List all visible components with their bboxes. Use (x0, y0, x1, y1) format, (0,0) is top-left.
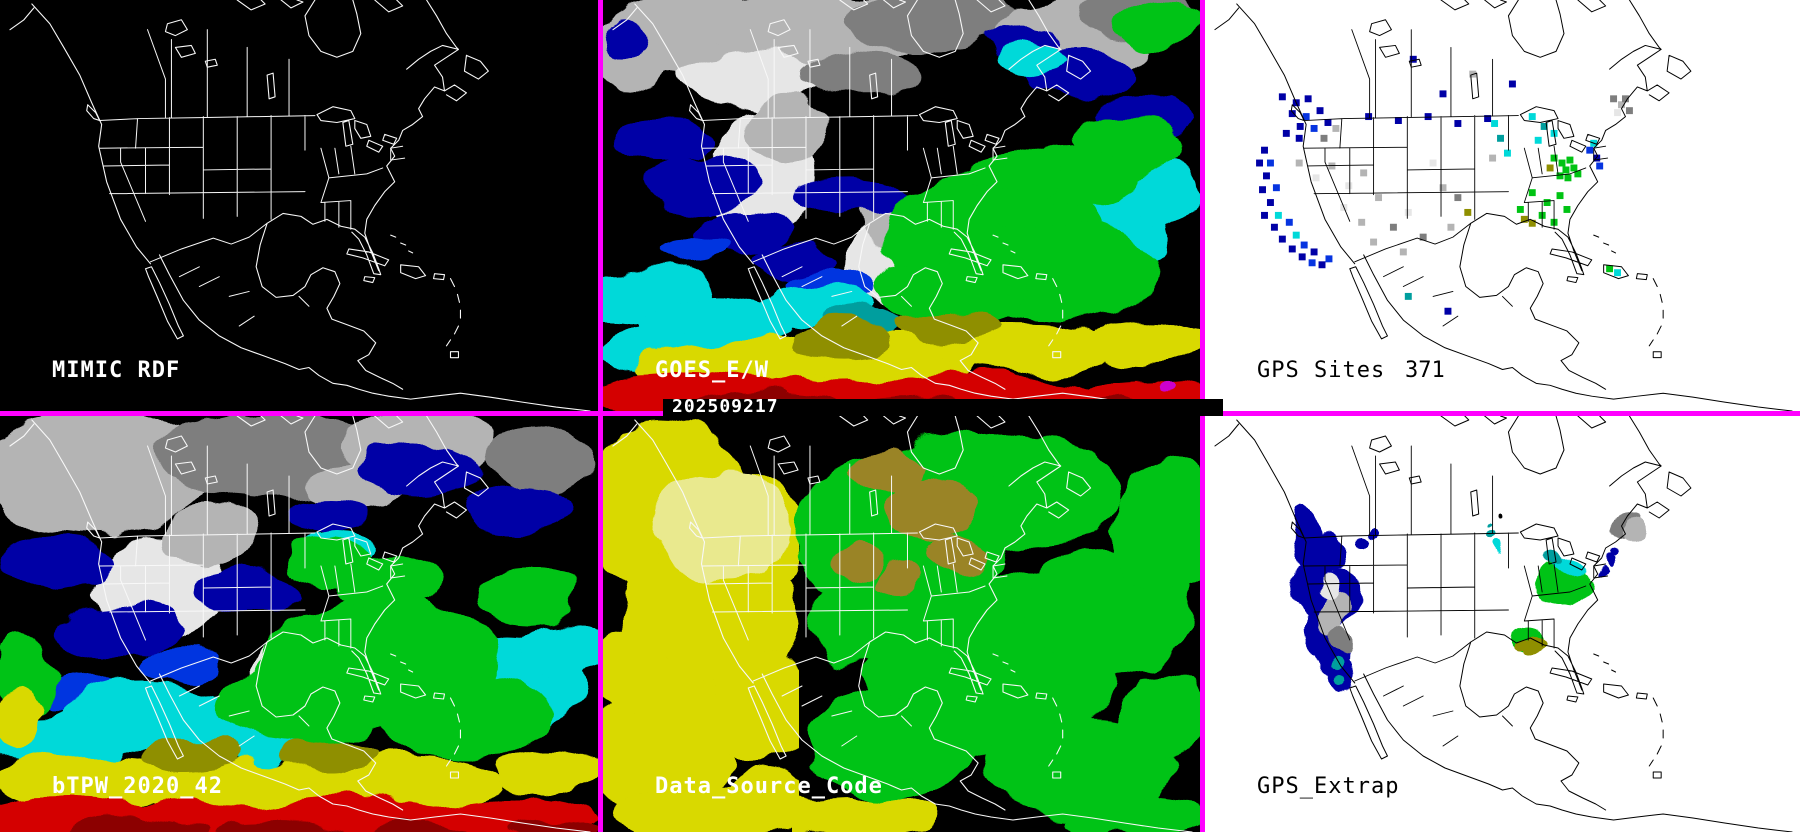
panel-gps-sites: GPS Sites 371 (1205, 0, 1800, 411)
panel-gps-extrap: GPS_Extrap (1205, 416, 1800, 832)
panel-data-source: Data_Source_Code (603, 416, 1200, 832)
panel-label-gps-sites: GPS Sites (1257, 358, 1386, 383)
panel-label-data-source: Data_Source_Code (655, 774, 883, 799)
panel-goes: GOES_E/W (603, 0, 1200, 411)
panel-label-mimic-rdf: MIMIC RDF (52, 358, 181, 383)
panel-label-btpw: bTPW_2020_42 (52, 774, 223, 799)
gps-extrap-map (1205, 416, 1800, 832)
data-source-imagery (603, 416, 1200, 832)
panel-label-gps-extrap: GPS_Extrap (1257, 774, 1400, 799)
panel-btpw: bTPW_2020_42 (0, 416, 598, 832)
panel-label-goes: GOES_E/W (655, 358, 769, 383)
timestamp-bar: 202509217 (663, 396, 1223, 417)
btpw-imagery (0, 416, 598, 832)
gps-sites-map (1205, 0, 1800, 411)
divider-vertical-right (1200, 0, 1205, 832)
divider-vertical-left (598, 0, 603, 832)
goes-imagery (603, 0, 1200, 411)
timestamp-text: 202509217 (672, 396, 779, 417)
mimic-rdf-map (0, 0, 598, 411)
gps-sites-count: 371 (1405, 358, 1445, 383)
panel-mimic-rdf: MIMIC RDF (0, 0, 598, 411)
